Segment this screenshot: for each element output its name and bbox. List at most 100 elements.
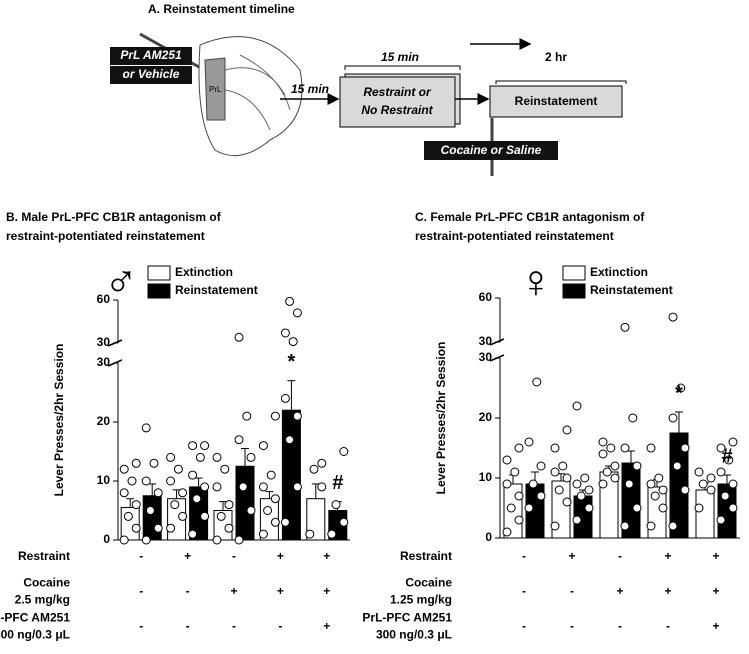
condition-label: 300 ng/0.3 μL <box>0 628 70 642</box>
data-point <box>502 479 512 489</box>
condition-value: - <box>186 584 190 598</box>
y-tick-label: 10 <box>479 470 493 484</box>
data-point <box>654 473 664 483</box>
data-point <box>506 503 516 513</box>
condition-value: - <box>522 549 526 563</box>
data-point <box>149 458 159 468</box>
data-point <box>672 461 682 471</box>
bar <box>235 465 255 541</box>
condition-value: - <box>570 584 574 598</box>
chart-title: restraint-potentiated reinstatement <box>415 229 614 243</box>
data-point <box>716 467 726 477</box>
data-point <box>510 467 520 477</box>
condition-value: + <box>277 584 284 598</box>
data-point <box>292 482 302 492</box>
data-point <box>606 443 616 453</box>
data-point <box>576 491 586 501</box>
condition-label: Cocaine <box>405 576 452 590</box>
data-point <box>178 488 188 498</box>
data-point <box>317 482 327 492</box>
data-point <box>694 467 704 477</box>
condition-value: - <box>186 619 190 633</box>
chart-title: C. Female PrL-PFC CB1R antagonism of <box>415 210 645 224</box>
data-point <box>292 308 302 318</box>
data-point <box>658 485 668 495</box>
bracket <box>495 80 627 84</box>
data-point <box>620 322 630 332</box>
condition-value: - <box>570 619 574 633</box>
data-point <box>610 461 620 471</box>
data-point <box>728 503 738 513</box>
condition-value: + <box>712 619 719 633</box>
data-point <box>650 491 660 501</box>
data-point <box>536 491 546 501</box>
condition-value: - <box>139 619 143 633</box>
data-point <box>188 441 198 451</box>
condition-value: + <box>277 549 284 563</box>
condition-label: 1.25 mg/kg <box>390 593 452 607</box>
data-point <box>706 473 716 483</box>
data-point <box>195 452 205 462</box>
data-point <box>141 423 151 433</box>
data-point <box>706 485 716 495</box>
data-point <box>514 491 524 501</box>
data-point <box>724 455 734 465</box>
data-point <box>580 473 590 483</box>
data-point <box>562 497 572 507</box>
data-point <box>288 337 298 347</box>
y-tick-label: 30 <box>97 355 111 369</box>
data-point <box>620 521 630 531</box>
condition-value: + <box>323 619 330 633</box>
condition-label: PrL-PFC AM251 <box>362 611 452 625</box>
y-tick-label: 0 <box>103 532 110 546</box>
data-point <box>610 473 620 483</box>
prl-region <box>204 57 226 121</box>
data-point <box>536 461 546 471</box>
condition-value: - <box>232 549 236 563</box>
data-point <box>246 506 256 515</box>
legend-swatch <box>562 283 586 299</box>
data-point <box>166 452 176 462</box>
condition-value: - <box>139 584 143 598</box>
data-point <box>502 527 512 537</box>
legend-label: Extinction <box>175 265 233 279</box>
data-point <box>632 503 642 513</box>
condition-value: - <box>522 584 526 598</box>
y-tick-label: 30 <box>97 335 111 349</box>
data-point <box>216 511 226 521</box>
data-point <box>145 506 155 515</box>
data-point <box>339 517 349 527</box>
y-tick-label: 30 <box>479 350 493 364</box>
significance-mark: * <box>288 351 296 373</box>
y-tick-label: 20 <box>97 414 111 428</box>
box-label: Reinstatement <box>515 94 598 108</box>
data-point <box>720 491 730 501</box>
data-point <box>270 517 280 527</box>
data-point <box>170 500 180 510</box>
data-point <box>234 535 244 545</box>
condition-value: + <box>568 549 575 563</box>
data-point <box>285 435 295 445</box>
data-point <box>628 413 638 423</box>
data-point <box>524 437 534 447</box>
data-point <box>598 437 608 447</box>
box-label: No Restraint <box>361 103 433 117</box>
data-point <box>562 473 572 483</box>
data-point <box>266 470 276 480</box>
data-point <box>558 461 568 471</box>
data-point <box>119 535 129 545</box>
data-point <box>220 464 230 474</box>
condition-value: + <box>664 584 671 598</box>
data-point <box>598 479 608 489</box>
condition-label: 300 ng/0.3 μL <box>376 628 452 642</box>
data-point <box>668 312 678 322</box>
data-point <box>280 328 290 338</box>
data-point <box>646 479 656 489</box>
data-point <box>554 485 564 495</box>
data-point <box>192 494 202 504</box>
data-point <box>270 411 280 421</box>
data-point <box>550 443 560 453</box>
box-label: Restraint or <box>363 85 432 99</box>
condition-value: + <box>323 584 330 598</box>
data-point <box>680 443 690 453</box>
